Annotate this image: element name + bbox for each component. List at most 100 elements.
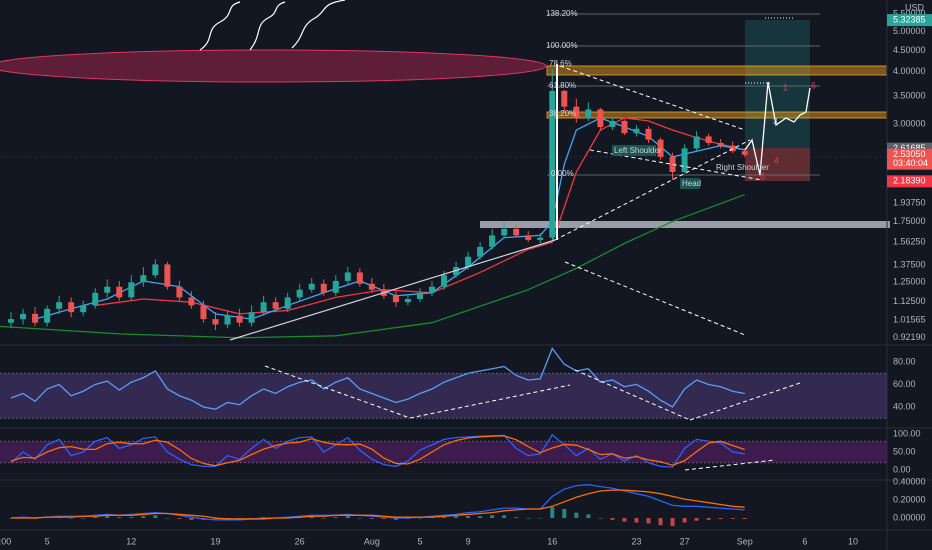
candle-body xyxy=(441,275,448,287)
candle-body xyxy=(633,128,640,134)
candle-body xyxy=(681,148,688,172)
pencil xyxy=(199,1,241,51)
support-zone xyxy=(480,221,890,228)
candle-body xyxy=(404,298,411,303)
candle-body xyxy=(92,292,99,306)
histogram-bar xyxy=(694,518,699,521)
candle-body xyxy=(669,156,676,172)
rsi-trendline xyxy=(689,382,801,421)
label-bg xyxy=(680,178,700,189)
candle-body xyxy=(657,139,664,157)
pencil xyxy=(249,1,286,51)
candle-body xyxy=(368,283,375,290)
wave-path xyxy=(744,81,811,176)
candle-body xyxy=(356,272,363,284)
x-tick-label: 23 xyxy=(631,536,641,546)
fib-label: 61.80% xyxy=(549,81,576,90)
candle-body xyxy=(44,308,51,323)
candle-body xyxy=(717,142,724,146)
ellipse-zone xyxy=(0,49,547,83)
y-tick-label: 5.50000 xyxy=(893,9,926,19)
histogram-bar xyxy=(574,512,579,519)
y-tick-label: 1.01565 xyxy=(893,314,926,324)
wave-label: 5 xyxy=(760,171,765,181)
candle-body xyxy=(416,292,423,299)
wave-label: 3 xyxy=(773,117,778,126)
candle-body xyxy=(260,302,267,313)
x-tick-label: 27 xyxy=(680,536,690,546)
pattern-label: Right Shoulder xyxy=(716,163,769,172)
histogram-bar xyxy=(526,518,531,519)
countdown: 03:40:04 xyxy=(893,158,928,168)
candle-body xyxy=(344,272,351,281)
candle-body xyxy=(332,280,339,293)
candle-body xyxy=(56,302,63,309)
candle-body xyxy=(428,286,435,293)
indicator-line xyxy=(10,435,745,467)
candle-body xyxy=(20,313,27,320)
candle-body xyxy=(693,136,700,149)
band xyxy=(0,441,887,463)
trendline xyxy=(229,239,556,341)
price-tag-label: 2.61685 xyxy=(893,143,926,153)
histogram-bar xyxy=(153,515,158,519)
moving-average xyxy=(0,193,745,339)
y-tick-label: 5.00000 xyxy=(893,26,926,36)
candle-body xyxy=(525,235,532,240)
indicator-line xyxy=(10,347,745,410)
histogram-bar xyxy=(213,518,218,520)
histogram-bar xyxy=(369,518,374,519)
histogram-bar xyxy=(646,518,651,524)
fib-label: 38.20% xyxy=(549,109,576,118)
fib-label: 100.00% xyxy=(546,41,578,50)
y-tick-label: 0.92190 xyxy=(893,332,926,342)
histogram-bar xyxy=(357,518,362,519)
trendlines: 138.20% 100.00% 78.6% 61.80% 38.20% 0.00… xyxy=(229,9,816,471)
histogram-bar xyxy=(381,518,386,519)
histogram-bar xyxy=(141,516,146,519)
histogram-bar xyxy=(105,516,110,519)
candle-body xyxy=(561,90,568,107)
candle-body xyxy=(320,283,327,293)
pencil xyxy=(291,0,346,49)
histogram-bar xyxy=(538,518,543,519)
trendline xyxy=(559,65,746,131)
candle-body xyxy=(32,313,39,323)
pattern-label: Left Shoulder xyxy=(614,146,662,155)
wave-label: 6 xyxy=(811,80,816,90)
histogram-bar xyxy=(670,518,675,527)
candle-body xyxy=(296,289,303,298)
currency: USD xyxy=(905,2,925,12)
histogram-bar xyxy=(742,518,747,519)
histogram-bar xyxy=(321,518,326,519)
histogram-bar xyxy=(514,517,519,519)
indicator-line xyxy=(11,489,745,520)
x-tick-label: 16 xyxy=(547,536,557,546)
trendline xyxy=(554,139,751,241)
histogram-bar xyxy=(417,518,422,519)
candle-body xyxy=(80,305,87,313)
histogram-bar xyxy=(9,518,14,519)
y-tick-label: 1.93750 xyxy=(893,197,926,207)
x-tick-label: 6 xyxy=(802,536,807,546)
candle-body xyxy=(537,237,544,240)
histogram-bar xyxy=(634,518,639,523)
histogram-bar xyxy=(177,518,182,519)
histogram-bar xyxy=(393,518,398,520)
histogram-bar xyxy=(490,515,495,519)
histogram-bar xyxy=(117,517,122,519)
candle-body xyxy=(188,297,195,306)
candle-body xyxy=(212,319,219,325)
rsi-trendline xyxy=(264,365,411,419)
fib-lines xyxy=(547,13,820,176)
histogram-bar xyxy=(466,516,471,519)
wave-label: 4 xyxy=(774,155,779,165)
candle-body xyxy=(549,90,556,238)
y-tick-label: 1.37500 xyxy=(893,259,926,269)
y-tick-label: 1.12500 xyxy=(893,296,926,306)
candle-body xyxy=(176,286,183,298)
stoch-trendline xyxy=(684,459,776,471)
candle-body xyxy=(152,264,159,276)
histogram-bar xyxy=(442,517,447,519)
